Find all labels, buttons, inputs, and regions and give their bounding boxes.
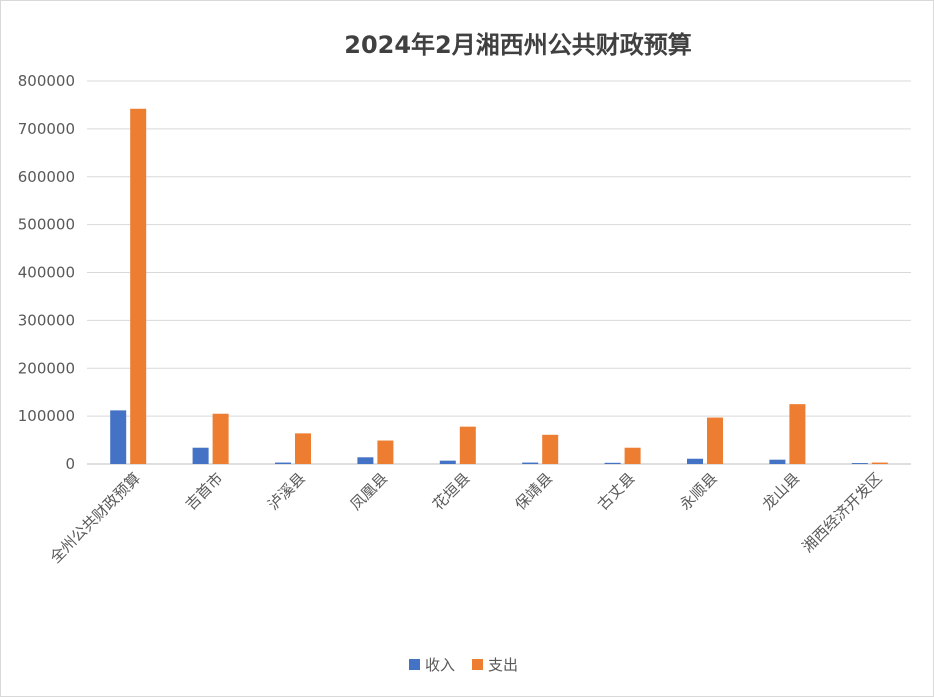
bars [110,108,888,464]
bar-expenditure-1 [212,413,229,464]
category-label: 龙山县 [759,469,804,514]
y-tick-label: 700000 [18,120,75,138]
y-tick-label: 600000 [18,168,75,186]
y-tick-label: 100000 [18,407,75,425]
bar-income-3 [357,457,374,464]
category-label: 泸溪县 [264,469,309,514]
bar-expenditure-6 [624,447,641,464]
bar-income-7 [687,458,703,464]
bar-income-2 [275,462,291,464]
bar-income-0 [110,410,127,464]
y-axis-ticks: 0 100000 200000 300000 400000 500000 600000 700… [18,72,75,473]
category-label: 古丈县 [594,469,639,514]
category-label: 花垣县 [429,469,474,514]
y-tick-label: 300000 [18,311,75,329]
category-label: 吉首市 [182,469,227,514]
category-label: 全州公共财政预算 [46,469,144,567]
y-tick-label: 500000 [18,216,75,234]
bar-expenditure-2 [295,433,311,464]
legend-label-expenditure: 支出 [488,656,518,674]
y-tick-label: 400000 [18,264,75,282]
bar-expenditure-4 [459,426,476,464]
bar-expenditure-3 [377,440,394,464]
legend-swatch-income [409,659,420,670]
bar-expenditure-8 [789,404,806,464]
bar-income-9 [851,463,868,464]
bar-expenditure-5 [542,434,559,464]
y-tick-label: 0 [65,455,75,473]
y-tick-label: 800000 [18,72,75,90]
chart-title: 2024年2月湘西州公共财政预算 [344,31,692,59]
bar-income-1 [192,447,209,464]
category-label: 保靖县 [511,469,556,514]
bar-expenditure-0 [130,108,147,464]
category-label: 凤凰县 [347,469,392,514]
bar-income-4 [439,460,456,464]
legend-label-income: 收入 [425,656,455,674]
bar-income-8 [769,459,786,464]
category-label: 永顺县 [676,469,721,514]
category-label: 湘西经济开发区 [799,469,886,556]
bar-income-6 [604,462,621,464]
legend: 收入 支出 [409,656,518,674]
legend-swatch-expenditure [472,659,483,670]
bar-expenditure-7 [707,417,723,464]
bar-expenditure-9 [871,462,888,464]
bar-income-5 [522,462,539,464]
gridlines [87,80,911,465]
y-tick-label: 200000 [18,359,75,377]
